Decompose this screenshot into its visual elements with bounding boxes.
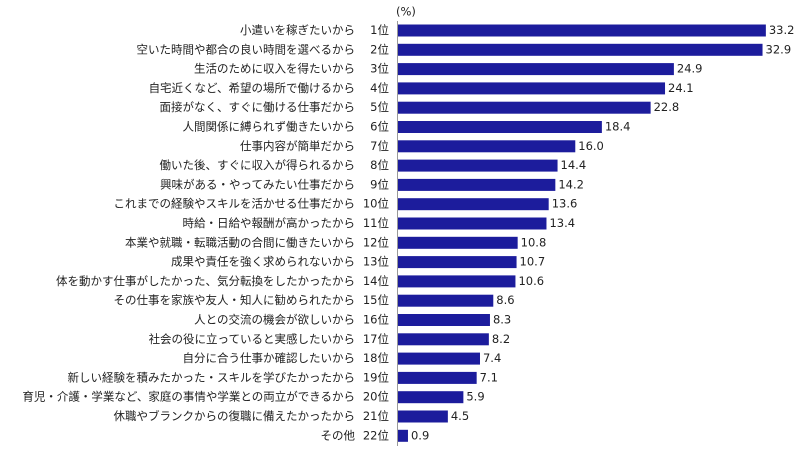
bar bbox=[398, 43, 763, 56]
rank-label: 15位 bbox=[363, 293, 389, 307]
rank-label: 6位 bbox=[370, 120, 389, 134]
bar bbox=[398, 217, 547, 230]
rank-label: 9位 bbox=[370, 177, 389, 191]
value-label: 10.6 bbox=[518, 274, 544, 288]
rank-label: 21位 bbox=[363, 409, 389, 423]
category-label: 人間関係に縛られず働きたいから bbox=[183, 120, 356, 134]
rank-label: 20位 bbox=[363, 390, 389, 404]
category-label: これまでの経験やスキルを活かせる仕事だから bbox=[114, 197, 356, 211]
bar bbox=[398, 429, 408, 442]
bar bbox=[398, 410, 448, 423]
category-label: 成果や責任を強く求められないから bbox=[171, 255, 355, 269]
unit-label: (%) bbox=[396, 5, 416, 19]
value-label: 13.4 bbox=[549, 216, 575, 230]
category-label: その仕事を家族や友人・知人に勧められたから bbox=[114, 293, 356, 307]
value-label: 14.4 bbox=[561, 158, 587, 172]
bar bbox=[398, 159, 558, 172]
category-label: 休職やブランクからの復職に備えたかったから bbox=[114, 409, 356, 423]
value-label: 14.2 bbox=[558, 177, 584, 191]
value-label: 0.9 bbox=[411, 428, 429, 442]
bar bbox=[398, 121, 602, 133]
value-label: 4.5 bbox=[451, 409, 469, 423]
bar bbox=[398, 256, 517, 269]
bar bbox=[398, 178, 556, 191]
value-label: 33.2 bbox=[769, 23, 795, 37]
category-label: 生活のために収入を得たいから bbox=[194, 62, 355, 76]
bar bbox=[398, 24, 766, 37]
bar bbox=[398, 333, 489, 346]
value-label: 22.8 bbox=[654, 100, 680, 114]
rank-label: 18位 bbox=[363, 351, 389, 365]
bar bbox=[398, 82, 666, 95]
rank-label: 19位 bbox=[363, 370, 389, 384]
category-label: 人との交流の機会が欲しいから bbox=[194, 313, 355, 327]
value-label: 10.8 bbox=[521, 235, 547, 249]
value-label: 16.0 bbox=[578, 139, 604, 153]
rank-label: 12位 bbox=[363, 235, 389, 249]
category-label: 興味がある・やってみたい仕事だから bbox=[160, 177, 355, 191]
rank-label: 16位 bbox=[363, 313, 389, 327]
rank-label: 3位 bbox=[370, 62, 389, 76]
value-label: 7.1 bbox=[480, 370, 498, 384]
value-label: 8.6 bbox=[496, 293, 514, 307]
value-label: 18.4 bbox=[605, 120, 631, 134]
category-label: 小遣いを稼ぎたいから bbox=[240, 23, 355, 37]
bar bbox=[398, 101, 651, 114]
rank-label: 11位 bbox=[363, 216, 389, 230]
category-label: 時給・日給や報酬が高かったから bbox=[183, 216, 356, 230]
value-label: 5.9 bbox=[466, 390, 484, 404]
bar bbox=[398, 275, 516, 288]
rank-label: 7位 bbox=[370, 139, 389, 153]
category-label: その他 bbox=[321, 428, 356, 442]
category-label: 面接がなく、すぐに働ける仕事だから bbox=[160, 100, 356, 114]
bar bbox=[398, 371, 477, 384]
rank-label: 5位 bbox=[370, 100, 389, 114]
value-label: 24.1 bbox=[668, 81, 694, 95]
value-label: 8.3 bbox=[493, 313, 511, 327]
rank-label: 22位 bbox=[363, 428, 389, 442]
value-label: 8.2 bbox=[492, 332, 510, 346]
rank-label: 17位 bbox=[363, 332, 389, 346]
rank-label: 1位 bbox=[370, 23, 389, 37]
rank-label: 4位 bbox=[370, 81, 389, 95]
bar bbox=[398, 198, 549, 211]
value-label: 24.9 bbox=[677, 62, 703, 76]
category-label: 自分に合う仕事か確認したいから bbox=[183, 351, 356, 365]
bar bbox=[398, 63, 674, 76]
rank-label: 8位 bbox=[370, 158, 389, 172]
bar bbox=[398, 236, 518, 249]
value-label: 7.4 bbox=[483, 351, 501, 365]
rank-label: 14位 bbox=[363, 274, 389, 288]
category-label: 自宅近くなど、希望の場所で働けるから bbox=[149, 81, 355, 95]
bar bbox=[398, 140, 576, 153]
category-label: 仕事内容が簡単だから bbox=[240, 139, 355, 153]
value-label: 32.9 bbox=[766, 42, 792, 56]
value-label: 10.7 bbox=[520, 255, 546, 269]
bar bbox=[398, 294, 494, 307]
category-label: 働いた後、すぐに収入が得られるから bbox=[160, 158, 356, 172]
bar bbox=[398, 352, 480, 365]
category-label: 本業や就職・転職活動の合間に働きたいから bbox=[125, 235, 355, 249]
rank-label: 13位 bbox=[363, 255, 389, 269]
rank-label: 2位 bbox=[370, 42, 389, 56]
category-label: 育児・介護・学業など、家庭の事情や学業との両立ができるから bbox=[22, 390, 355, 404]
value-label: 13.6 bbox=[552, 197, 578, 211]
rank-label: 10位 bbox=[363, 197, 389, 211]
category-label: 新しい経験を積みたかった・スキルを学びたかったから bbox=[68, 370, 356, 384]
category-label: 体を動かす仕事がしたかった、気分転換をしたかったから bbox=[56, 274, 355, 288]
bar bbox=[398, 314, 490, 326]
category-label: 空いた時間や都合の良い時間を選べるから bbox=[137, 42, 356, 56]
bar bbox=[398, 391, 464, 404]
category-label: 社会の役に立っていると実感したいから bbox=[149, 332, 355, 346]
